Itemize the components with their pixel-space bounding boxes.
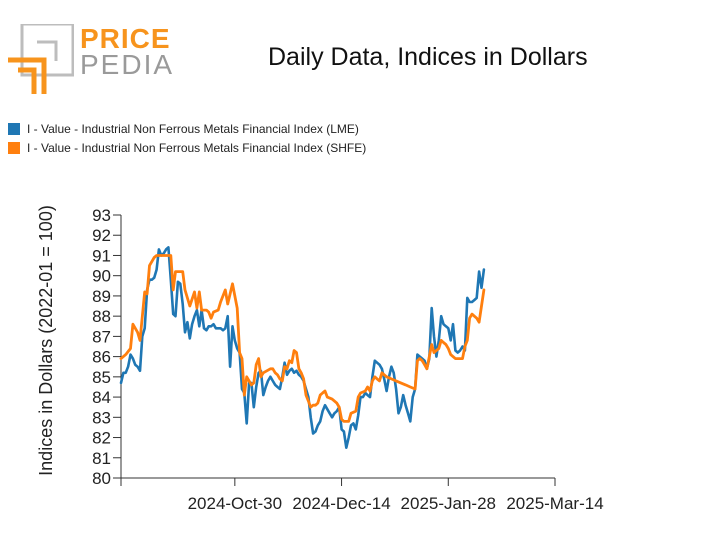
x-tick-label: 2024-Dec-14: [292, 494, 390, 513]
legend-label-shfe: I - Value - Industrial Non Ferrous Metal…: [27, 140, 367, 155]
y-tick-label: 84: [92, 388, 111, 407]
y-tick-label: 89: [92, 287, 111, 306]
chart-legend: I - Value - Industrial Non Ferrous Metal…: [8, 119, 366, 157]
y-tick-label: 83: [92, 408, 111, 427]
y-tick-label: 81: [92, 449, 111, 468]
y-tick-label: 91: [92, 246, 111, 265]
y-tick-label: 92: [92, 226, 111, 245]
x-tick-label: 2025-Mar-14: [506, 494, 603, 513]
y-tick-label: 93: [92, 206, 111, 225]
y-tick-label: 87: [92, 327, 111, 346]
pricepedia-logo: PRICE PEDIA: [8, 24, 172, 94]
y-axis-label: Indices in Dollars (2022-01 = 100): [36, 205, 56, 476]
legend-label-lme: I - Value - Industrial Non Ferrous Metal…: [27, 121, 359, 136]
legend-swatch-shfe: [8, 141, 20, 154]
logo-word-price: PRICE: [80, 23, 171, 54]
chart-title: Daily Data, Indices in Dollars: [268, 43, 588, 71]
legend-swatch-lme: [8, 122, 20, 135]
y-tick-label: 80: [92, 469, 111, 488]
x-tick-label: 2025-Jan-28: [401, 494, 496, 513]
y-tick-label: 88: [92, 307, 111, 326]
y-tick-label: 90: [92, 267, 111, 286]
legend-item-lme[interactable]: I - Value - Industrial Non Ferrous Metal…: [8, 119, 366, 138]
legend-item-shfe[interactable]: I - Value - Industrial Non Ferrous Metal…: [8, 138, 366, 157]
y-tick-label: 86: [92, 348, 111, 367]
x-tick-label: 2024-Oct-30: [188, 494, 283, 513]
y-tick-label: 82: [92, 429, 111, 448]
y-tick-label: 85: [92, 368, 111, 387]
series-line-shfe: [119, 254, 486, 423]
logo-mark-icon: [8, 24, 74, 94]
logo-word-pedia: PEDIA: [80, 49, 175, 80]
